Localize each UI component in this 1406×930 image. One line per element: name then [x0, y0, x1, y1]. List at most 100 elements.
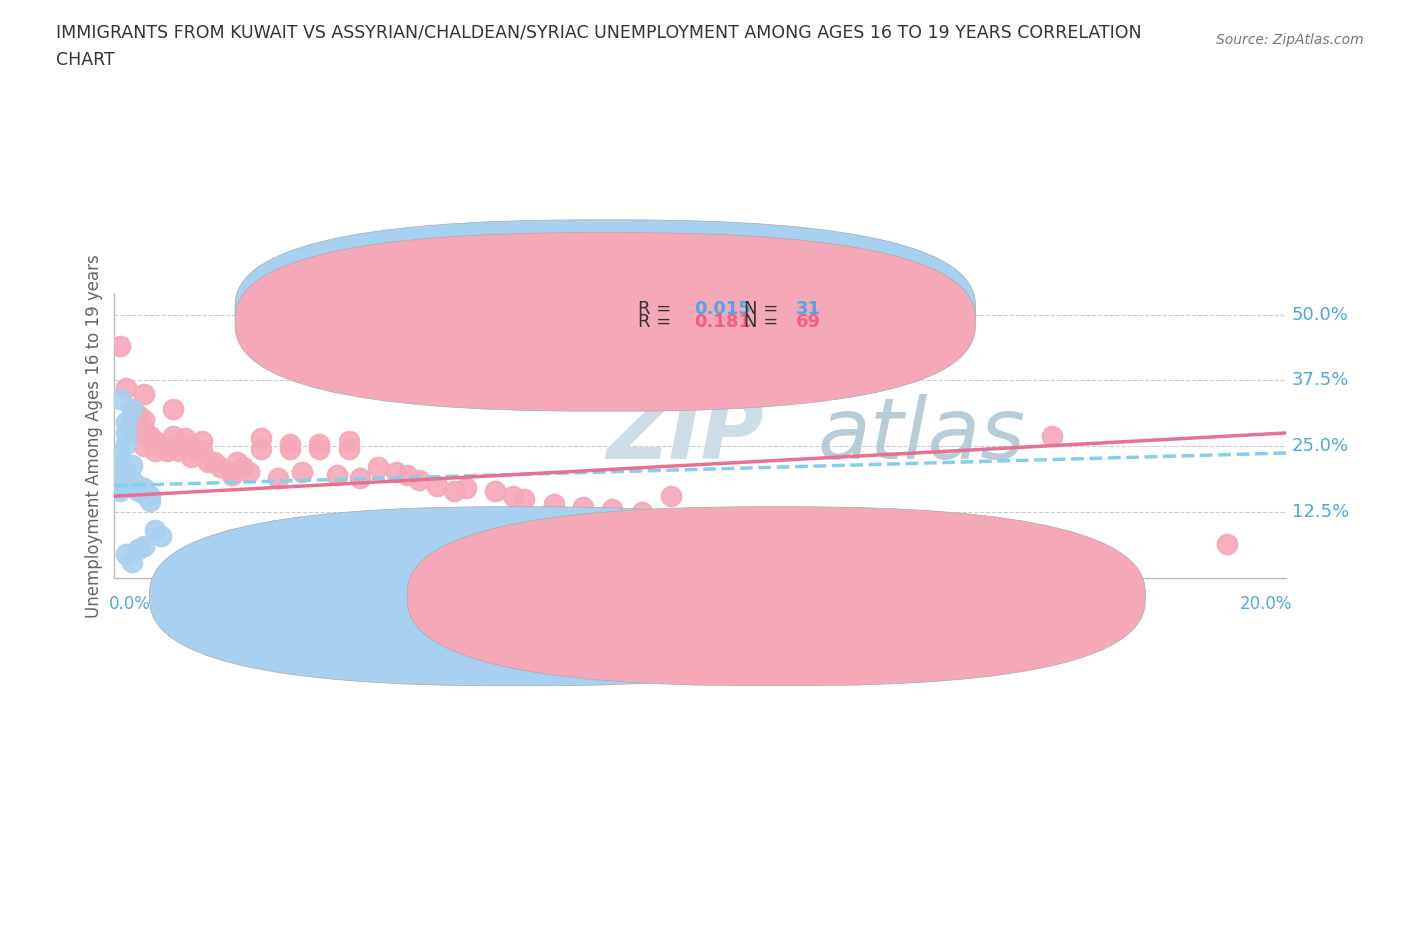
Point [659, 489, 682, 504]
Point [110, 339, 132, 353]
Point [326, 468, 349, 483]
Text: 31: 31 [796, 300, 821, 318]
Text: R =: R = [638, 312, 671, 331]
Point [543, 497, 565, 512]
Point [115, 415, 138, 430]
Point [167, 444, 190, 458]
Point [806, 534, 828, 549]
Point [162, 402, 184, 417]
Point [572, 499, 595, 514]
Text: 20.0%: 20.0% [1239, 595, 1292, 613]
Point [156, 444, 179, 458]
Point [132, 412, 155, 427]
Point [127, 484, 149, 498]
Text: Source: ZipAtlas.com: Source: ZipAtlas.com [1216, 33, 1364, 46]
Point [115, 471, 138, 485]
Point [132, 486, 155, 501]
Text: 37.5%: 37.5% [1292, 371, 1350, 390]
Point [115, 465, 138, 480]
Point [110, 446, 132, 461]
Text: R =: R = [638, 300, 671, 318]
Point [232, 459, 254, 474]
Point [1216, 536, 1239, 551]
Text: IMMIGRANTS FROM KUWAIT VS ASSYRIAN/CHALDEAN/SYRIAC UNEMPLOYMENT AMONG AGES 16 TO: IMMIGRANTS FROM KUWAIT VS ASSYRIAN/CHALD… [56, 23, 1142, 41]
Point [110, 458, 132, 472]
Point [186, 444, 208, 458]
Text: 50.0%: 50.0% [1292, 306, 1348, 324]
Text: Assyrians/Chaldeans/Syriacs: Assyrians/Chaldeans/Syriacs [808, 587, 1046, 605]
Point [384, 465, 406, 480]
Point [513, 491, 536, 506]
Point [115, 380, 138, 395]
Point [191, 444, 214, 458]
Point [337, 433, 360, 448]
Point [127, 541, 149, 556]
Point [162, 439, 184, 454]
Point [308, 442, 330, 457]
Y-axis label: Unemployment Among Ages 16 to 19 years: Unemployment Among Ages 16 to 19 years [86, 254, 103, 618]
Point [337, 442, 360, 457]
Point [132, 386, 155, 401]
Point [221, 465, 243, 480]
FancyBboxPatch shape [235, 232, 976, 411]
Point [138, 428, 160, 443]
Point [981, 541, 1004, 556]
Point [145, 444, 167, 458]
FancyBboxPatch shape [149, 507, 887, 685]
Point [408, 473, 430, 488]
Point [291, 465, 314, 480]
Point [197, 455, 219, 470]
Point [426, 478, 449, 493]
Point [121, 423, 143, 438]
Text: ZIP: ZIP [606, 394, 763, 477]
Point [150, 528, 173, 543]
Point [208, 459, 231, 474]
Point [110, 473, 132, 488]
Point [202, 455, 225, 470]
Point [132, 481, 155, 496]
Point [110, 392, 132, 406]
Point [132, 439, 155, 454]
Point [1040, 428, 1063, 443]
Text: 0.015: 0.015 [695, 300, 751, 318]
Point [250, 431, 273, 445]
Point [689, 520, 711, 535]
Point [115, 436, 138, 451]
Point [121, 473, 143, 488]
Point [267, 471, 290, 485]
Point [138, 489, 160, 504]
Point [127, 407, 149, 422]
Point [630, 505, 652, 520]
Point [308, 436, 330, 451]
Point [180, 449, 202, 464]
Point [115, 547, 138, 562]
Point [367, 459, 389, 474]
Text: 69: 69 [796, 312, 821, 331]
Point [110, 475, 132, 490]
Text: 0.181: 0.181 [695, 312, 751, 331]
FancyBboxPatch shape [560, 299, 852, 335]
Point [121, 412, 143, 427]
Text: 25.0%: 25.0% [1292, 437, 1348, 455]
Point [127, 423, 149, 438]
Point [132, 538, 155, 553]
Point [121, 402, 143, 417]
Point [250, 442, 273, 457]
Text: CHART: CHART [56, 51, 115, 69]
Point [121, 478, 143, 493]
Point [349, 471, 371, 485]
Point [226, 455, 249, 470]
Point [150, 439, 173, 454]
Point [110, 468, 132, 483]
Point [127, 478, 149, 493]
Point [110, 484, 132, 498]
Point [110, 459, 132, 474]
Point [443, 484, 465, 498]
Point [221, 468, 243, 483]
Point [145, 523, 167, 538]
Text: 0.0%: 0.0% [108, 595, 150, 613]
Point [238, 465, 260, 480]
Point [162, 428, 184, 443]
Point [396, 468, 419, 483]
Point [278, 442, 301, 457]
